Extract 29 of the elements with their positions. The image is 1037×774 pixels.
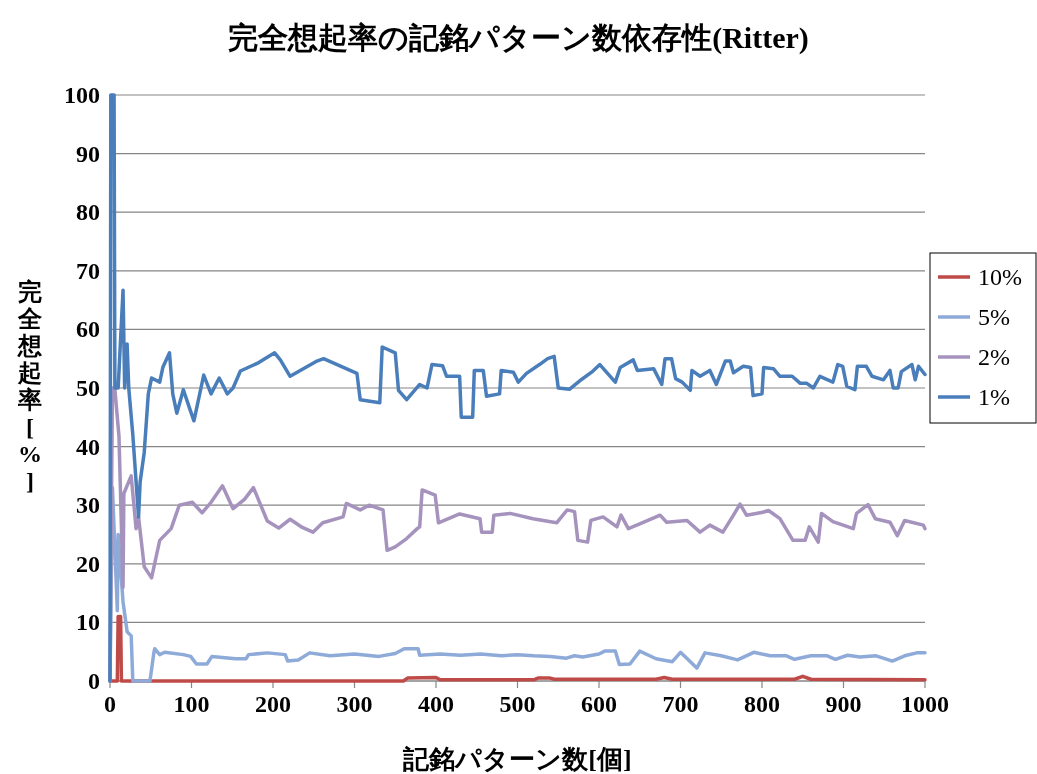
x-tick-label: 0 — [104, 691, 116, 717]
y-tick-label: 40 — [76, 433, 100, 460]
x-tick-label: 300 — [336, 691, 373, 717]
legend-label: 10% — [978, 264, 1022, 290]
x-tick-label: 1000 — [901, 691, 949, 717]
y-tick-label: 80 — [76, 199, 100, 226]
x-tick-label: 400 — [418, 691, 454, 717]
y-tick-label: 70 — [76, 257, 100, 284]
y-tick-label: 10 — [76, 609, 100, 636]
y-tick-label: 90 — [76, 140, 100, 167]
x-tick-label: 500 — [499, 691, 536, 717]
legend-label: 5% — [978, 304, 1010, 330]
x-tick-label: 100 — [173, 691, 210, 717]
x-axis-title: 記銘パターン数[個] — [402, 745, 632, 774]
y-tick-label: 50 — [76, 375, 100, 401]
y-tick-label: 0 — [88, 668, 100, 694]
y-tick-label: 20 — [76, 550, 100, 577]
x-tick-label: 700 — [662, 691, 699, 717]
y-tick-label: 100 — [64, 82, 100, 108]
legend-label: 1% — [978, 384, 1010, 410]
chart-title: 完全想起率の記銘パターン数依存性(Ritter) — [228, 21, 809, 55]
y-axis-title: 完全想起率[%] — [17, 278, 43, 494]
y-tick-label: 30 — [76, 492, 100, 519]
x-tick-label: 900 — [825, 691, 862, 717]
y-tick-label: 60 — [76, 316, 100, 343]
x-tick-label: 800 — [744, 691, 780, 717]
x-tick-label: 200 — [255, 691, 291, 717]
legend-label: 2% — [978, 344, 1010, 370]
x-tick-label: 600 — [581, 691, 617, 717]
